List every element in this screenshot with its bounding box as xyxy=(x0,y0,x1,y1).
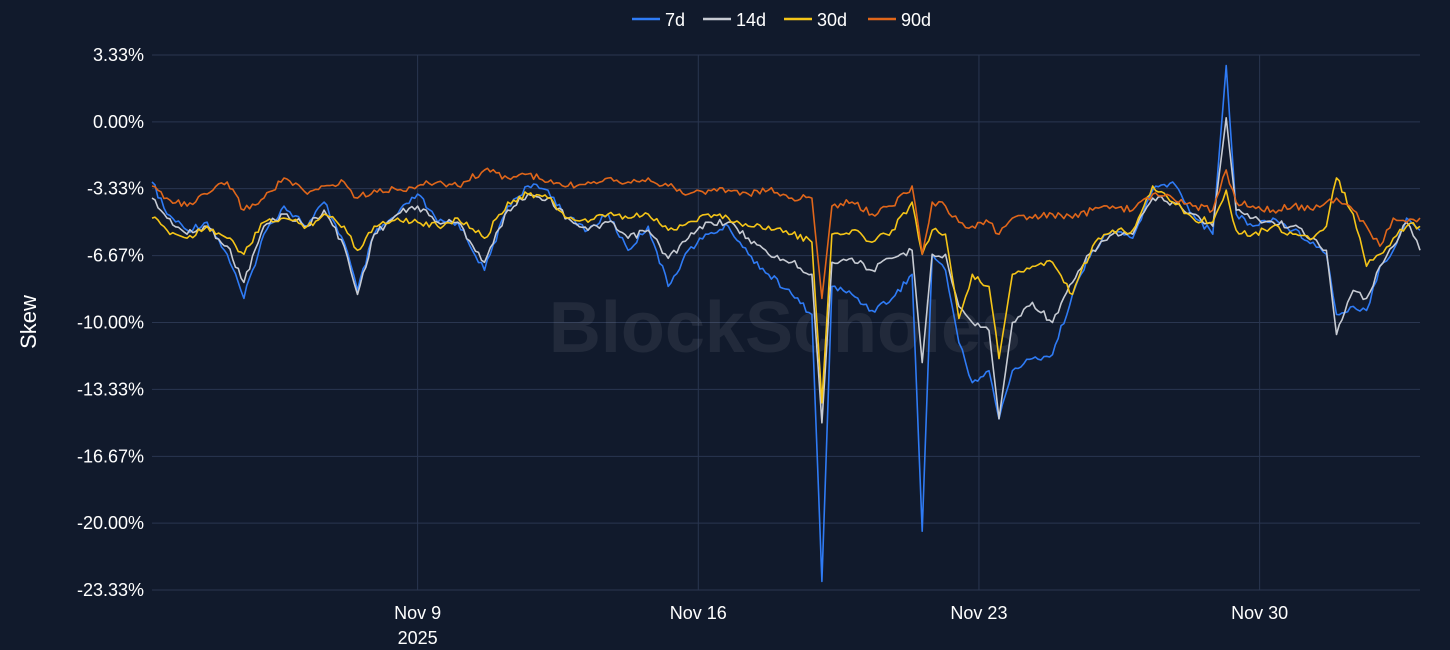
legend-label: 90d xyxy=(901,10,931,30)
legend-item-7d[interactable]: 7d xyxy=(632,10,685,30)
legend-label: 7d xyxy=(665,10,685,30)
series-line-30d xyxy=(151,177,1421,404)
y-tick-label: -6.67% xyxy=(87,246,144,266)
y-tick-label: 0.00% xyxy=(93,112,144,132)
y-tick-label: -23.33% xyxy=(77,580,144,600)
x-tick-label: Nov 16 xyxy=(670,603,727,623)
legend-item-90d[interactable]: 90d xyxy=(868,10,931,30)
watermark: BlockScholes xyxy=(549,288,1021,368)
grid xyxy=(152,54,1420,591)
legend-label: 14d xyxy=(736,10,766,30)
x-tick-label: Nov 9 xyxy=(394,603,441,623)
y-tick-label: -20.00% xyxy=(77,513,144,533)
y-axis-ticks: 3.33% 0.00% -3.33% -6.67% -10.00% -13.33% -16.… xyxy=(77,45,144,600)
x-tick-sublabel: 2025 xyxy=(398,628,438,648)
y-tick-label: -16.67% xyxy=(77,446,144,466)
series-layer xyxy=(151,64,1421,583)
y-axis-label: Skew xyxy=(16,295,41,349)
legend: 7d 14d 30d 90d xyxy=(632,10,931,30)
y-tick-label: 3.33% xyxy=(93,45,144,65)
series-line-7d xyxy=(151,64,1421,583)
legend-item-30d[interactable]: 30d xyxy=(784,10,847,30)
series-line-14d xyxy=(151,117,1421,424)
legend-label: 30d xyxy=(817,10,847,30)
y-tick-label: -13.33% xyxy=(77,379,144,399)
y-tick-label: -3.33% xyxy=(87,179,144,199)
legend-item-14d[interactable]: 14d xyxy=(703,10,766,30)
x-tick-label: Nov 23 xyxy=(950,603,1007,623)
x-tick-label: Nov 30 xyxy=(1231,603,1288,623)
x-axis-ticks: Nov 9 2025 Nov 16 Nov 23 Nov 30 xyxy=(394,603,1288,648)
series-line-90d xyxy=(151,167,1421,300)
y-tick-label: -10.00% xyxy=(77,313,144,333)
